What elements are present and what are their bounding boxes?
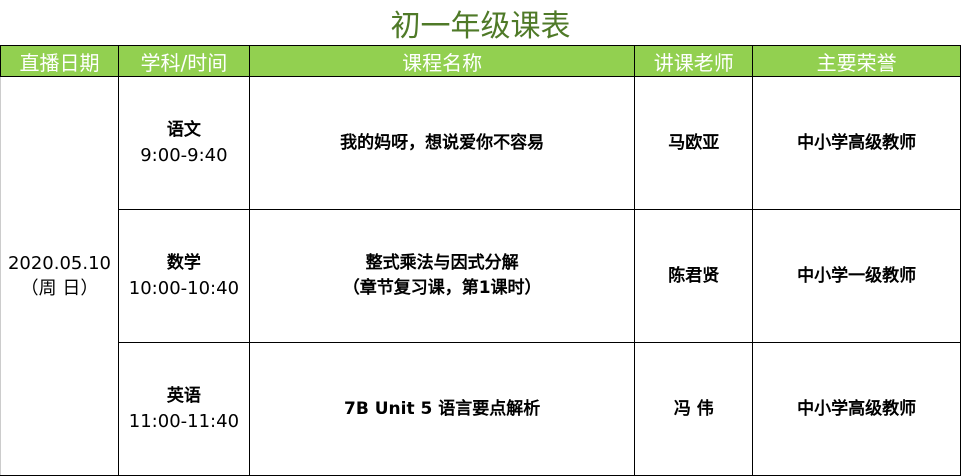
header-honor: 主要荣誉 (752, 45, 961, 77)
honor-cell: 中小学高级教师 (752, 342, 961, 476)
course-name: 7B Unit 5 语言要点解析 (344, 398, 541, 419)
course-note: （章节复习课，第1课时） (342, 278, 542, 298)
teacher-cell: 马欧亚 (634, 76, 754, 210)
table-row: 英语 11:00-11:40 7B Unit 5 语言要点解析 冯 伟 中小学高级… (1, 342, 961, 476)
time: 9:00-9:40 (140, 145, 228, 166)
header-teacher: 讲课老师 (634, 45, 754, 77)
subject-cell: 数学 10:00-10:40 (117, 209, 250, 343)
honor-cell: 中小学高级教师 (752, 76, 961, 210)
subject: 语文 (166, 120, 201, 140)
time: 10:00-10:40 (128, 278, 240, 299)
course-cell: 7B Unit 5 语言要点解析 (248, 342, 636, 476)
header-subject-time: 学科/时间 (117, 45, 250, 77)
course-name: 我的妈呀，想说爱你不容易 (340, 132, 545, 153)
schedule-table: 直播日期 学科/时间 课程名称 讲课老师 主要荣誉 2020.05.10 （周 … (0, 45, 961, 476)
subject-cell: 英语 11:00-11:40 (117, 342, 250, 476)
subject: 数学 (166, 253, 201, 273)
date-value: 2020.05.10 (7, 253, 112, 274)
weekday: （周 日） (20, 278, 99, 299)
header-row: 直播日期 学科/时间 课程名称 讲课老师 主要荣誉 (0, 45, 961, 77)
table-row: 数学 10:00-10:40 整式乘法与因式分解 （章节复习课，第1课时） 陈君贤 … (1, 209, 961, 343)
course-cell: 整式乘法与因式分解 （章节复习课，第1课时） (248, 209, 636, 343)
table-row: 2020.05.10 （周 日） 语文 9:00-9:40 我的妈呀，想说爱你不容… (0, 76, 961, 476)
course-name: 整式乘法与因式分解 (365, 253, 519, 273)
course-cell: 我的妈呀，想说爱你不容易 (248, 76, 636, 210)
header-course: 课程名称 (248, 45, 636, 77)
date-cell: 2020.05.10 （周 日） (0, 76, 119, 476)
teacher-cell: 陈君贤 (634, 209, 754, 343)
header-date: 直播日期 (0, 45, 119, 77)
subject-cell: 语文 9:00-9:40 (117, 76, 250, 210)
subject: 英语 (166, 386, 201, 406)
honor-cell: 中小学一级教师 (752, 209, 961, 343)
page-title: 初一年级课表 (390, 8, 571, 44)
teacher-cell: 冯 伟 (634, 342, 754, 476)
time: 11:00-11:40 (128, 411, 240, 432)
